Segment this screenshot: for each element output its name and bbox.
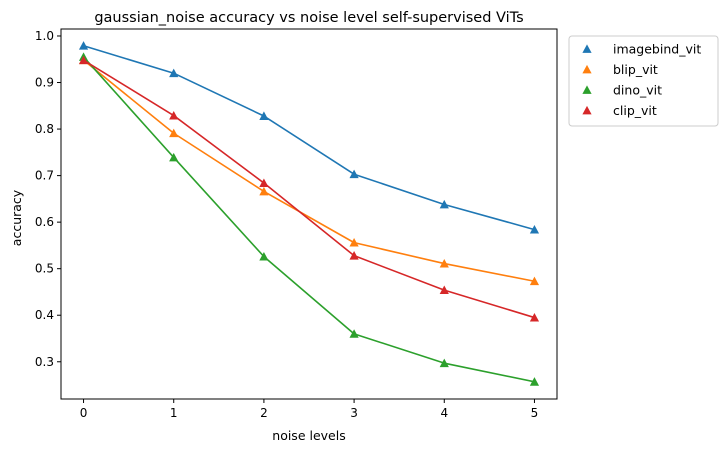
data-point-blip_vit-3	[349, 238, 359, 247]
data-point-blip_vit-4	[439, 258, 449, 268]
legend-label-imagebind_vit: imagebind_vit	[613, 42, 701, 57]
legend-label-blip_vit: blip_vit	[613, 62, 658, 77]
x-tick-label-5: 5	[531, 406, 539, 420]
data-point-clip_vit-1	[169, 110, 179, 120]
y-tick-label-1: 0.4	[35, 308, 54, 322]
data-point-clip_vit-3	[349, 251, 359, 260]
data-point-imagebind_vit-5	[529, 224, 540, 234]
x-axis-title: noise levels	[272, 428, 345, 443]
data-point-dino_vit-3	[349, 329, 359, 338]
chart-title: gaussian_noise accuracy vs noise level s…	[94, 10, 523, 26]
y-tick-label-4: 0.7	[35, 169, 54, 183]
data-point-imagebind_vit-4	[439, 199, 449, 209]
data-point-clip_vit-5	[529, 312, 540, 322]
data-point-clip_vit-2	[259, 178, 269, 187]
legend-frame	[568, 35, 719, 127]
data-point-blip_vit-1	[169, 128, 179, 138]
series-line-clip_vit	[83, 59, 535, 319]
legend-label-dino_vit: dino_vit	[613, 83, 662, 98]
series-line-blip_vit	[83, 59, 535, 283]
data-point-dino_vit-4	[439, 358, 449, 368]
data-point-blip_vit-5	[529, 276, 540, 286]
x-tick-label-2: 2	[260, 406, 268, 420]
y-tick-label-5: 0.8	[35, 122, 54, 136]
x-tick-label-1: 1	[170, 406, 178, 420]
legend-marker-clip_vit	[582, 105, 592, 115]
data-point-clip_vit-4	[439, 285, 449, 295]
data-point-imagebind_vit-0	[78, 41, 89, 50]
legend: imagebind_vit blip_vit dino_vit clip_vit	[568, 35, 719, 127]
data-point-clip_vit-0	[78, 55, 89, 65]
legend-marker-imagebind_vit	[582, 44, 592, 53]
plot-frame	[60, 28, 558, 400]
x-tick-label-4: 4	[440, 406, 448, 420]
x-tick-label-3: 3	[350, 406, 358, 420]
data-point-imagebind_vit-1	[169, 68, 179, 78]
data-point-imagebind_vit-3	[349, 169, 359, 179]
legend-marker-dino_vit	[582, 85, 592, 94]
plot-area: 0 1 2 3 4 5 0.3 0.4 0.5 0.6 0.7 0.8 0.9 1.0	[35, 28, 558, 420]
data-point-dino_vit-2	[259, 251, 269, 261]
y-tick-label-7: 1.0	[35, 29, 54, 43]
series-line-imagebind_vit	[83, 44, 535, 231]
data-point-imagebind_vit-2	[259, 111, 269, 120]
y-axis-title: accuracy	[9, 189, 24, 246]
series-line-dino_vit	[82, 56, 535, 383]
legend-marker-blip_vit	[582, 64, 592, 74]
y-tick-label-3: 0.6	[35, 215, 54, 229]
y-tick-label-0: 0.3	[35, 355, 54, 369]
data-point-dino_vit-1	[169, 152, 179, 162]
legend-label-clip_vit: clip_vit	[613, 103, 657, 118]
data-point-blip_vit-2	[259, 186, 269, 196]
x-tick-label-0: 0	[80, 406, 88, 420]
y-tick-label-6: 0.9	[35, 76, 54, 90]
y-tick-label-2: 0.5	[35, 262, 54, 276]
data-point-dino_vit-5	[529, 377, 540, 386]
